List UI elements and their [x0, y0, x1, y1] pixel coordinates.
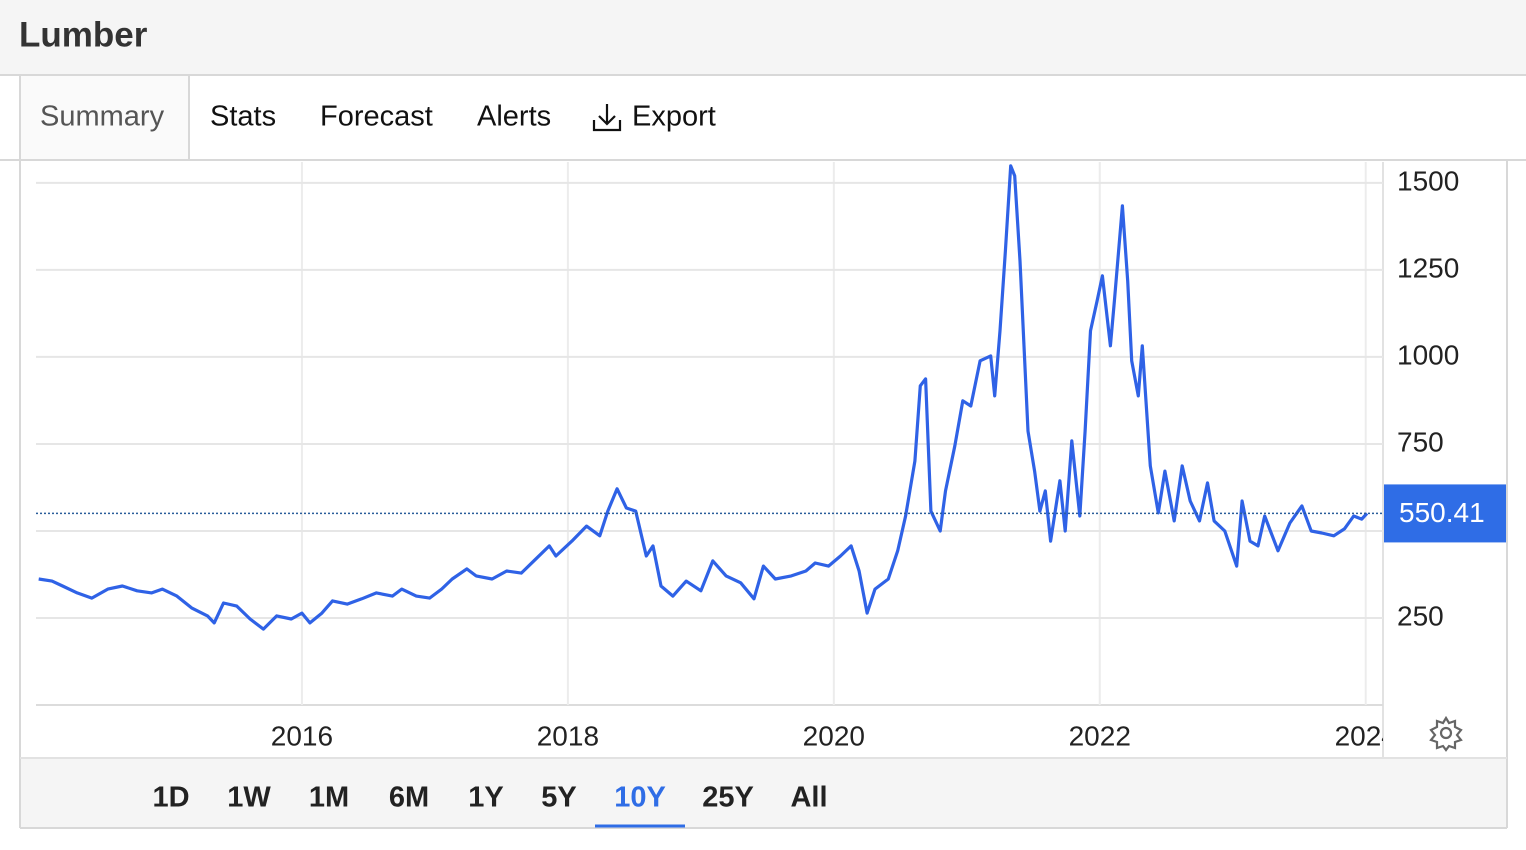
range-button[interactable]: 1M	[309, 782, 349, 814]
header-bar	[0, 0, 1526, 75]
y-tick-label: 1500	[1397, 165, 1459, 196]
range-button[interactable]: 1Y	[468, 782, 503, 814]
x-tick-label: 2020	[803, 720, 865, 751]
active-tab	[20, 76, 189, 160]
y-tick-label: 1250	[1397, 252, 1459, 283]
export-icon[interactable]	[592, 104, 622, 132]
tab[interactable]: Summary	[40, 101, 165, 133]
tab[interactable]: Alerts	[477, 101, 551, 133]
y-tick-label: 250	[1397, 600, 1444, 631]
x-tick-label: 2024	[1335, 720, 1397, 751]
tab[interactable]: Forecast	[320, 101, 433, 133]
range-button[interactable]: 10Y	[614, 782, 666, 814]
x-axis: 2016 2018 2020 2022 2024	[271, 720, 1397, 751]
x-tick-label: 2018	[537, 720, 599, 751]
y-tick-label: 750	[1397, 426, 1444, 457]
tab[interactable]: Stats	[210, 101, 276, 133]
range-bar	[21, 758, 1506, 828]
range-button[interactable]: 6M	[389, 782, 429, 814]
plot-area	[36, 162, 1383, 705]
tab[interactable]: Export	[632, 101, 716, 133]
x-tick-label: 2022	[1069, 720, 1131, 751]
page-title: Lumber	[19, 15, 148, 54]
range-button[interactable]: 25Y	[702, 782, 754, 814]
last-value-label: 550.41	[1399, 497, 1485, 528]
range-button[interactable]: 1D	[152, 782, 189, 814]
y-tick-label: 1000	[1397, 339, 1459, 370]
x-tick-label: 2016	[271, 720, 333, 751]
last-value-badge	[1384, 484, 1506, 543]
range-button[interactable]: All	[790, 782, 827, 814]
settings-icon[interactable]	[1429, 715, 1463, 752]
range-button[interactable]: 5Y	[541, 782, 576, 814]
price-line	[38, 164, 1369, 631]
range-button[interactable]: 1W	[227, 782, 271, 814]
